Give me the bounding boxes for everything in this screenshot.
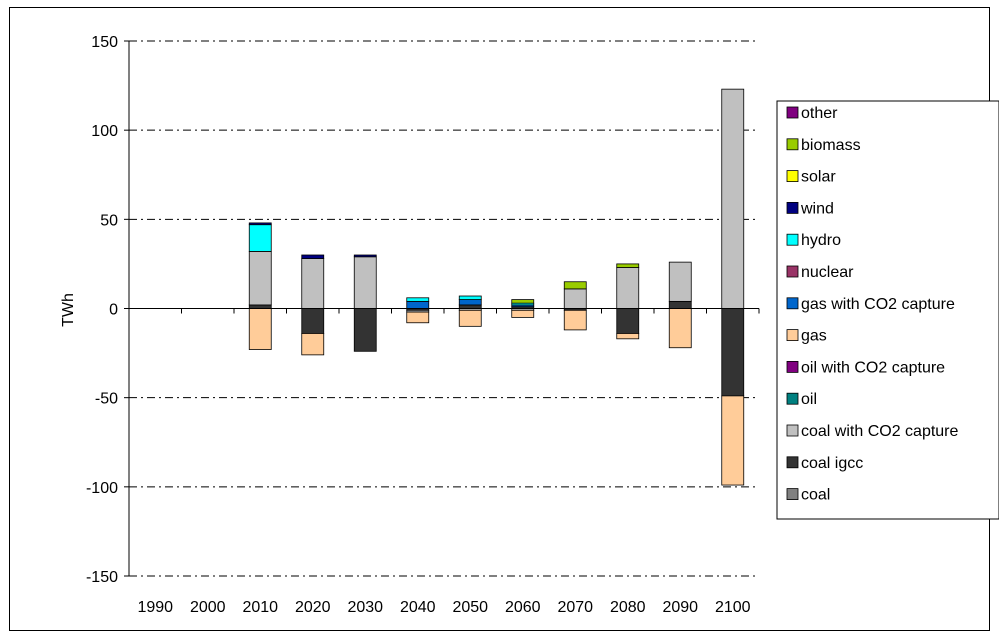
y-tick-label: -100 <box>86 480 118 497</box>
bar-segment <box>406 311 430 324</box>
legend-label: oil with CO2 capture <box>801 359 945 376</box>
bar-segment <box>248 308 272 350</box>
bar-segment <box>511 309 535 318</box>
x-tick-label: 2090 <box>662 599 698 616</box>
bar-segment <box>511 299 535 304</box>
bar-segment <box>301 258 325 309</box>
bar-segment <box>668 261 692 302</box>
bar-segment <box>563 309 587 331</box>
bar-segment <box>616 267 640 309</box>
legend-swatch <box>786 138 799 151</box>
x-tick-label: 2070 <box>557 599 593 616</box>
axes: 150 100 50 0 -50 -100 -150 1990 2000 2010 2020 2030… <box>86 34 760 616</box>
bar-segment <box>353 254 377 258</box>
bar-segment <box>668 300 692 309</box>
bar-segment <box>248 224 272 252</box>
bar-segment <box>248 304 272 309</box>
legend-label: coal <box>801 487 830 504</box>
y-tick-label: -50 <box>95 391 118 408</box>
bar-segment <box>616 263 640 268</box>
legend-swatch <box>786 201 799 214</box>
bar-segment <box>301 333 325 356</box>
bars <box>248 88 745 486</box>
bar-segment <box>721 88 745 309</box>
bar-segment <box>353 256 377 309</box>
x-tick-label: 2020 <box>295 599 331 616</box>
bar-segment <box>458 295 482 300</box>
bar-segment <box>301 308 325 334</box>
bar-segment <box>248 251 272 306</box>
y-tick-label: 100 <box>91 123 118 140</box>
x-tick-label: 2060 <box>505 599 541 616</box>
legend-swatch <box>786 392 799 405</box>
legend-swatch <box>786 170 799 183</box>
legend-swatch <box>786 265 799 278</box>
legend-label: other <box>801 105 838 122</box>
legend: other biomass solar wind hydro nuclear gas wit… <box>776 100 999 520</box>
x-tick-label: 2030 <box>347 599 383 616</box>
y-axis-label: TWh <box>60 293 77 327</box>
legend-label: oil <box>801 391 817 408</box>
legend-swatch <box>786 360 799 373</box>
x-tick-label: 2000 <box>190 599 226 616</box>
bar-segment <box>721 395 745 486</box>
legend-label: gas <box>801 328 827 345</box>
legend-swatch <box>786 424 799 437</box>
x-tick-label: 2010 <box>242 599 278 616</box>
x-tick-label: 2040 <box>400 599 436 616</box>
bar-segment <box>616 333 640 340</box>
legend-label: gas with CO2 capture <box>801 296 955 313</box>
bar-segment <box>668 308 692 349</box>
bar-segment <box>721 308 745 397</box>
legend-label: coal igcc <box>801 455 863 472</box>
gridlines <box>129 40 759 577</box>
bar-segment <box>458 309 482 327</box>
legend-swatch <box>786 488 799 501</box>
bar-segment <box>248 222 272 226</box>
bar-segment <box>563 288 587 309</box>
bar-segment <box>563 281 587 290</box>
y-tick-label: 150 <box>91 34 118 51</box>
legend-label: coal with CO2 capture <box>801 423 959 440</box>
bar-segment <box>458 304 482 309</box>
legend-swatch <box>786 329 799 342</box>
legend-swatch <box>786 297 799 310</box>
bar-segment <box>353 308 377 352</box>
legend-label: hydro <box>801 232 841 249</box>
legend-swatch <box>786 106 799 119</box>
legend-label: wind <box>800 200 834 217</box>
bar-segment <box>406 300 430 309</box>
x-tick-label: 2100 <box>715 599 751 616</box>
bar-segment <box>301 254 325 259</box>
x-tick-label: 2080 <box>610 599 646 616</box>
y-tick-label: 50 <box>100 212 118 229</box>
legend-label: solar <box>801 169 836 186</box>
bar-segment <box>616 308 640 334</box>
legend-label: biomass <box>801 137 861 154</box>
legend-label: nuclear <box>801 264 854 281</box>
legend-swatch <box>786 456 799 469</box>
bar-segment <box>458 299 482 306</box>
x-tick-label: 2050 <box>452 599 488 616</box>
y-tick-label: 0 <box>109 302 118 319</box>
y-tick-label: -150 <box>86 569 118 586</box>
x-tick-label: 1990 <box>137 599 173 616</box>
legend-box <box>776 100 999 520</box>
legend-swatch <box>786 233 799 246</box>
bar-segment <box>406 297 430 302</box>
